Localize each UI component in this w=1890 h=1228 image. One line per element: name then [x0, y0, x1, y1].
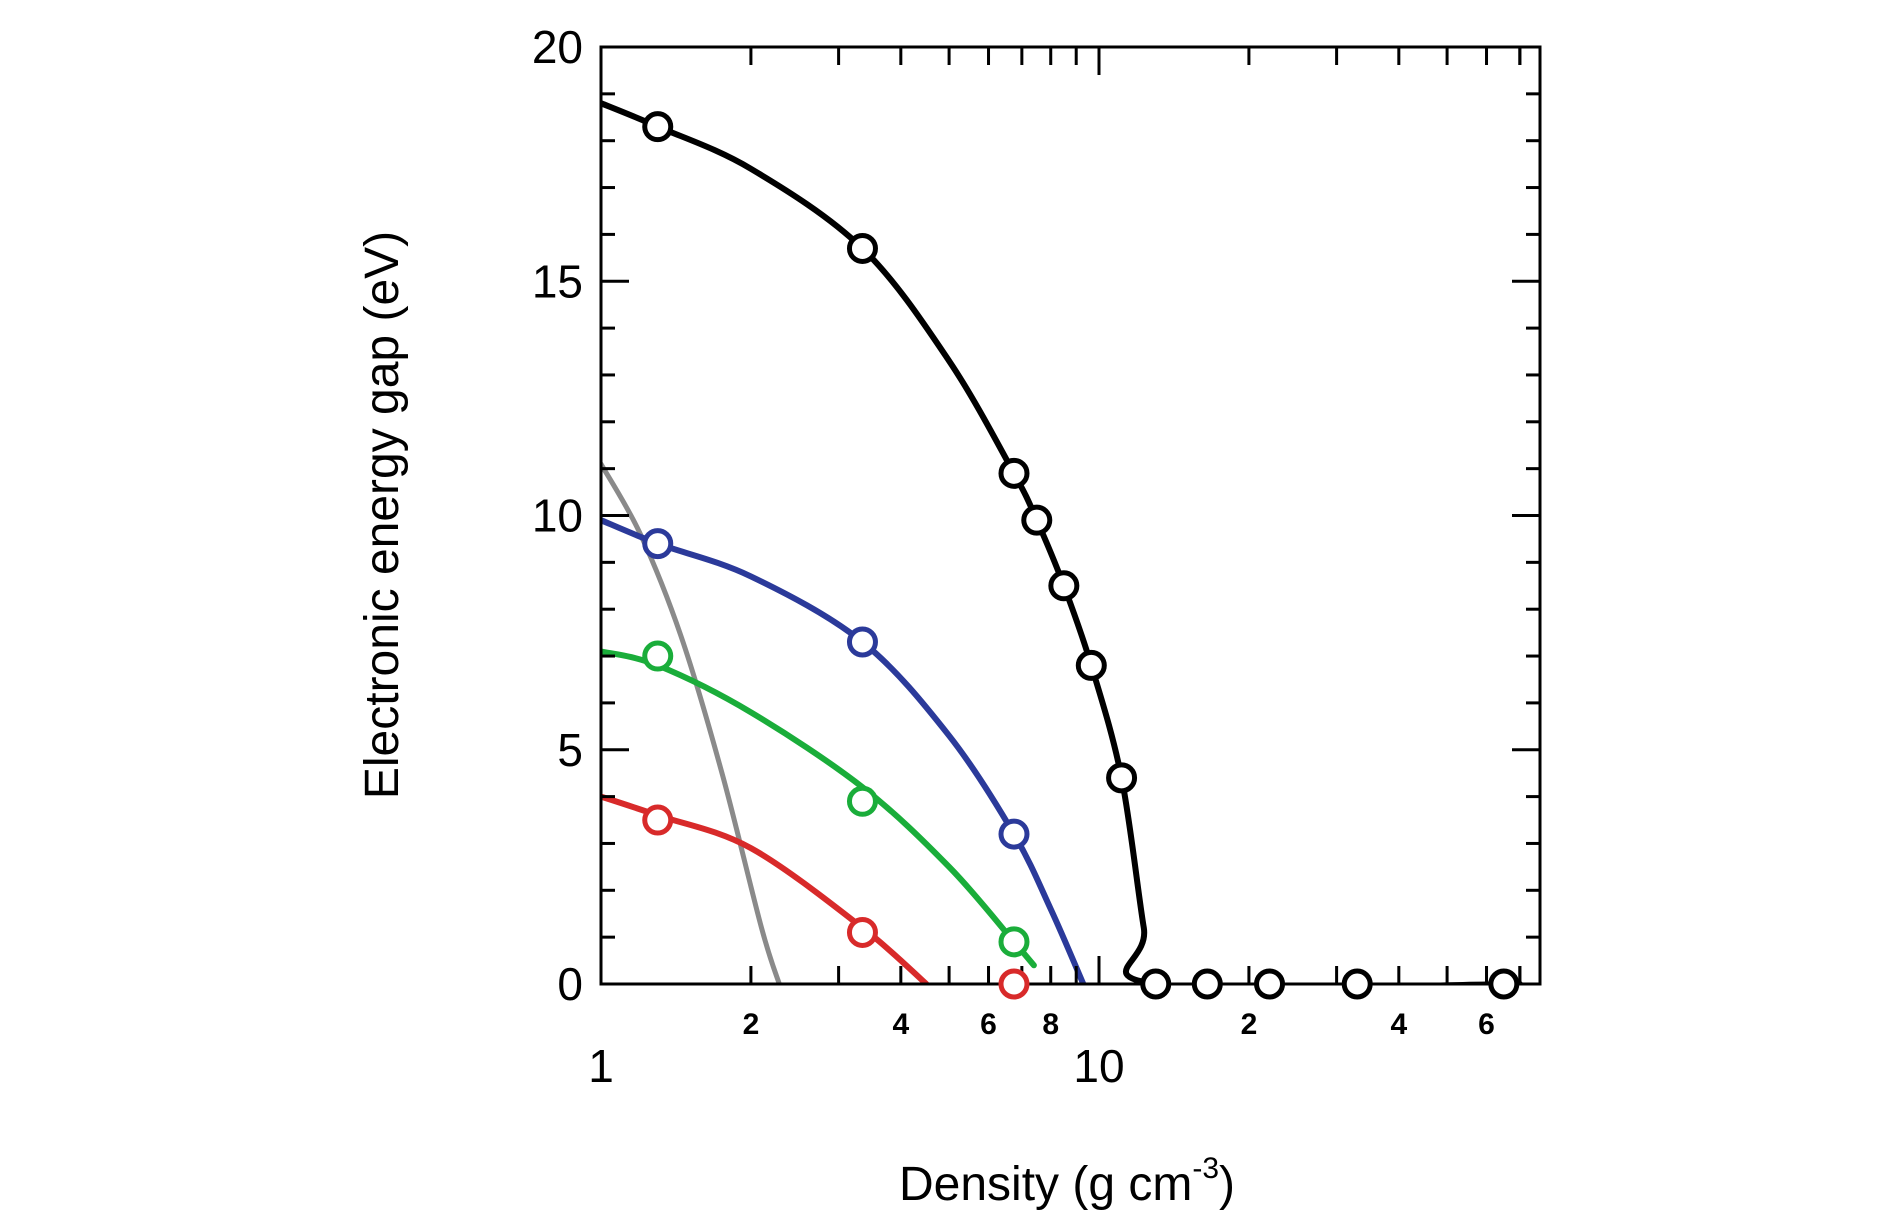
x-minor-tick-label: 4	[1390, 1008, 1407, 1041]
x-minor-tick-label: 2	[1241, 1008, 1258, 1041]
axis-labels: 0 5 10 15 20 2 4 6 8 2 4 6 1 10 Density (g cm-3) Electr…	[356, 21, 1495, 1211]
x-axis-title: Density (g cm-3)	[899, 1152, 1235, 1211]
data-point-black	[846, 232, 878, 264]
data-point-blue	[998, 818, 1030, 850]
y-tick-label: 10	[532, 490, 583, 542]
data-point-green	[642, 640, 674, 672]
data-point-black	[1341, 968, 1373, 1000]
x-minor-tick-label: 4	[892, 1008, 909, 1041]
x-minor-tick-label: 6	[980, 1008, 997, 1041]
data-point-black	[1048, 570, 1080, 602]
data-point-black	[1191, 968, 1223, 1000]
axes	[599, 45, 1542, 986]
x-minor-tick-label: 6	[1478, 1008, 1495, 1041]
x-major-tick-label: 1	[588, 1040, 614, 1092]
data-point-blue	[642, 528, 674, 560]
x-minor-tick-label: 2	[743, 1008, 760, 1041]
data-point-blue	[846, 626, 878, 658]
x-minor-tick-label: 8	[1042, 1008, 1059, 1041]
data-point-black	[642, 111, 674, 143]
y-tick-label: 0	[557, 958, 583, 1010]
data-point-black	[1140, 968, 1172, 1000]
data-point-red	[998, 968, 1030, 1000]
x-major-tick-label: 10	[1073, 1040, 1124, 1092]
y-tick-label: 5	[557, 724, 583, 776]
y-axis-title: Electronic energy gap (eV)	[356, 231, 409, 799]
data-point-black	[1021, 504, 1053, 536]
curve-gray	[601, 461, 782, 984]
data-point-black	[1106, 762, 1138, 794]
y-tick-label: 15	[532, 255, 583, 307]
series-curves	[601, 100, 1523, 984]
data-point-red	[642, 804, 674, 836]
curve-black	[601, 100, 1523, 984]
data-point-red	[846, 916, 878, 948]
data-point-black	[998, 457, 1030, 489]
y-tick-label: 20	[532, 21, 583, 73]
data-point-green	[998, 926, 1030, 958]
series-markers	[642, 111, 1520, 1000]
data-point-black	[1075, 649, 1107, 681]
curve-blue	[601, 517, 1087, 984]
data-point-black	[1488, 968, 1520, 1000]
data-point-black	[1254, 968, 1286, 1000]
data-point-green	[846, 785, 878, 817]
